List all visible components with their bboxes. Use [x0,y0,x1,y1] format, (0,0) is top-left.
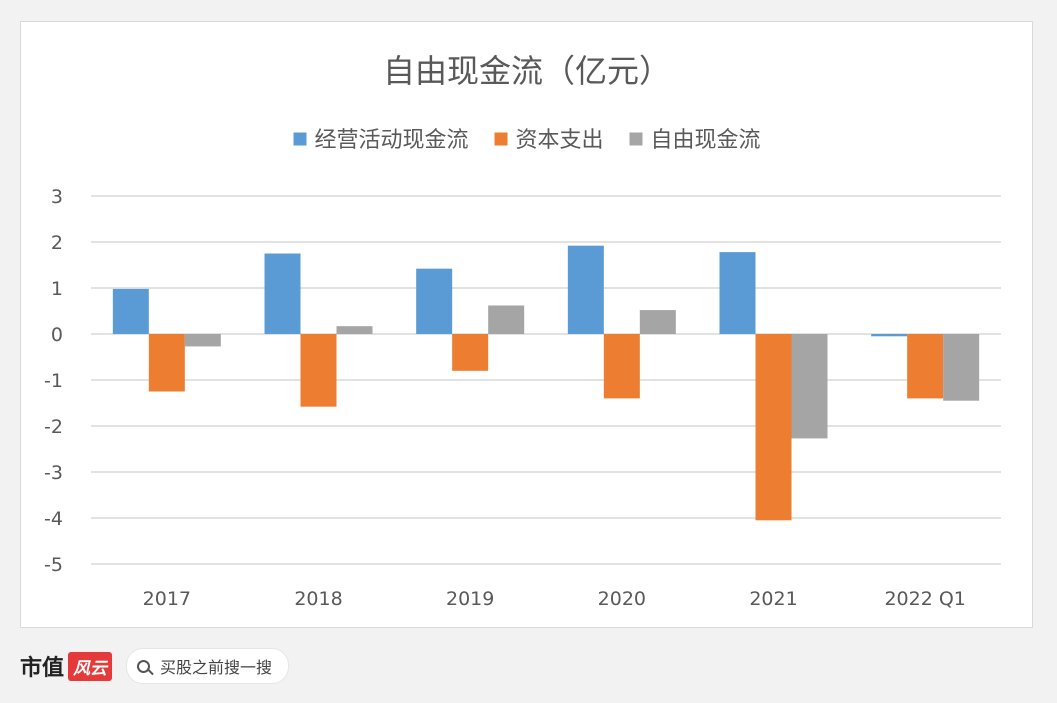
y-tick-label: -1 [44,370,63,392]
bar [871,334,908,337]
legend-item: 自由现金流 [629,128,761,153]
x-axis: 2017 2018 2019 2020 2021 2022 Q1 [143,588,966,610]
chart-card: 自由现金流（亿元） 经营活动现金流 资本支出 自由现金流 3 2 1 0 -1 -2 -3 -4 -… [20,21,1033,628]
bar [148,334,185,392]
search-icon [137,659,151,673]
search-text: 买股之前搜一搜 [160,658,273,677]
footer: 市值 风云 买股之前搜一搜 [20,646,290,686]
chart-grid [91,195,1001,565]
x-tick-label: 2019 [446,588,494,610]
legend-swatch [494,132,508,146]
bar [452,334,489,371]
brand-logo: 市值 风云 [20,650,113,682]
brand-name: 市值 [20,655,65,681]
bar [567,245,604,334]
x-tick-label: 2018 [294,588,342,610]
x-tick-label: 2022 Q1 [884,588,965,610]
chart-title: 自由现金流（亿元） [383,52,671,90]
legend-label: 资本支出 [516,128,604,153]
y-tick-label: -2 [44,416,63,438]
y-axis: 3 2 1 0 -1 -2 -3 -4 -5 [44,186,63,576]
bar [755,334,792,521]
bar [416,268,453,334]
y-tick-label: -4 [44,508,63,530]
legend-label: 经营活动现金流 [315,128,469,153]
chart-legend: 经营活动现金流 资本支出 自由现金流 [293,128,761,153]
legend-swatch [629,132,643,146]
legend-label: 自由现金流 [651,128,761,153]
x-tick-label: 2017 [143,588,191,610]
bar [943,334,980,401]
y-tick-label: 1 [51,278,63,300]
bar [603,334,640,399]
bar [184,334,221,347]
legend-item: 经营活动现金流 [293,128,469,153]
y-tick-label: -3 [44,462,63,484]
bar-chart: 自由现金流（亿元） 经营活动现金流 资本支出 自由现金流 3 2 1 0 -1 -2 -3 -4 -… [44,52,1001,610]
bar [791,334,828,439]
bar [264,253,301,334]
x-tick-label: 2020 [598,588,646,610]
legend-swatch [293,132,307,146]
bar [112,288,149,334]
bar [300,334,337,407]
y-tick-label: 3 [51,186,63,208]
search-box[interactable]: 买股之前搜一搜 [126,648,290,684]
bar [719,252,756,334]
y-tick-label: 2 [51,232,63,254]
y-tick-label: 0 [51,324,63,346]
bar [488,305,525,334]
brand-mark: 风云 [68,651,113,681]
y-tick-label: -5 [44,554,63,576]
legend-item: 资本支出 [494,128,604,153]
bar [639,310,676,334]
bar [336,326,373,334]
x-tick-label: 2021 [749,588,797,610]
chart-bars [112,245,980,521]
bar [907,334,944,399]
